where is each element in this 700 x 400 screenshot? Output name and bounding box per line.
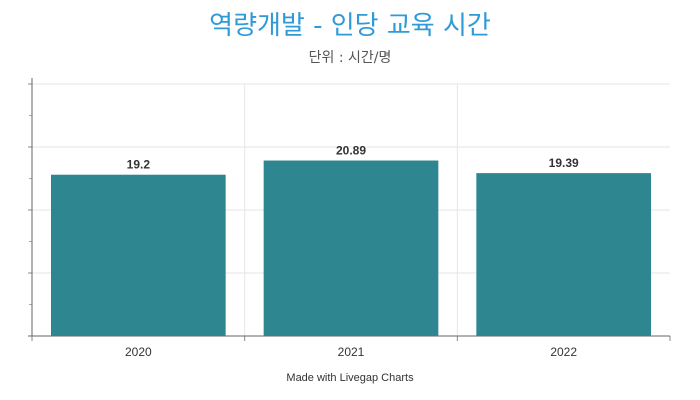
data-labels: 19.2 20.89 19.39 (127, 144, 579, 172)
data-label-2021: 20.89 (336, 144, 366, 158)
x-tick-label-2020: 2020 (125, 345, 152, 359)
x-tick-labels: 2020 2021 2022 (125, 345, 577, 359)
bars (51, 160, 651, 336)
bar-2022 (476, 173, 651, 336)
bar-2021 (263, 160, 439, 336)
data-label-2022: 19.39 (549, 156, 579, 170)
credit-text: Made with Livegap Charts (286, 372, 414, 384)
bar-2020 (51, 174, 226, 336)
data-label-2020: 19.2 (127, 158, 151, 172)
x-tick-label-2022: 2022 (550, 345, 577, 359)
chart-subtitle: 단위 : 시간/명 (308, 50, 392, 66)
x-tick-label-2021: 2021 (338, 345, 365, 359)
chart-title: 역량개발 - 인당 교육 시간 (209, 11, 491, 41)
